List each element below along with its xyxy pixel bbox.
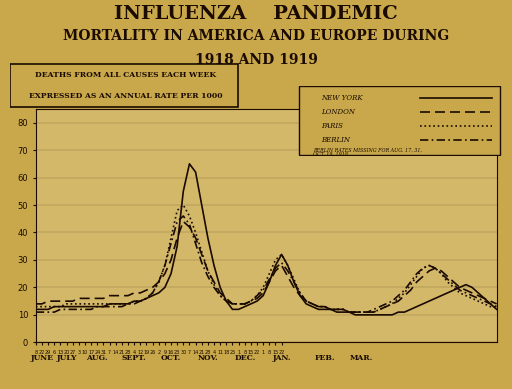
FancyBboxPatch shape (10, 64, 239, 107)
Text: FEB.: FEB. (314, 354, 335, 362)
Text: NEW YORK: NEW YORK (322, 94, 363, 102)
FancyBboxPatch shape (299, 86, 500, 155)
Text: BERLIN RATES MISSING FOR AUG. 17, 31,: BERLIN RATES MISSING FOR AUG. 17, 31, (313, 147, 422, 152)
Text: SEPT.: SEPT. (122, 354, 146, 362)
Text: OCT. 19, 1918.: OCT. 19, 1918. (313, 152, 350, 157)
Text: AUG.: AUG. (87, 354, 108, 362)
Text: NOV.: NOV. (198, 354, 218, 362)
Text: LONDON: LONDON (322, 108, 355, 116)
Text: 1918 AND 1919: 1918 AND 1919 (195, 54, 317, 67)
Text: EXPRESSED AS AN ANNUAL RATE PER 1000: EXPRESSED AS AN ANNUAL RATE PER 1000 (29, 92, 222, 100)
Text: DEATHS FROM ALL CAUSES EACH WEEK: DEATHS FROM ALL CAUSES EACH WEEK (35, 71, 216, 79)
Text: MORTALITY IN AMERICA AND EUROPE DURING: MORTALITY IN AMERICA AND EUROPE DURING (63, 29, 449, 43)
Text: DEC.: DEC. (234, 354, 255, 362)
Text: JAN.: JAN. (272, 354, 291, 362)
Text: MAR.: MAR. (350, 354, 373, 362)
Text: PARIS: PARIS (322, 122, 344, 130)
Text: OCT.: OCT. (161, 354, 181, 362)
Text: INFLUENZA    PANDEMIC: INFLUENZA PANDEMIC (114, 5, 398, 23)
Text: JULY: JULY (56, 354, 77, 362)
Text: BERLIN: BERLIN (322, 136, 351, 144)
Text: JUNE: JUNE (31, 354, 53, 362)
